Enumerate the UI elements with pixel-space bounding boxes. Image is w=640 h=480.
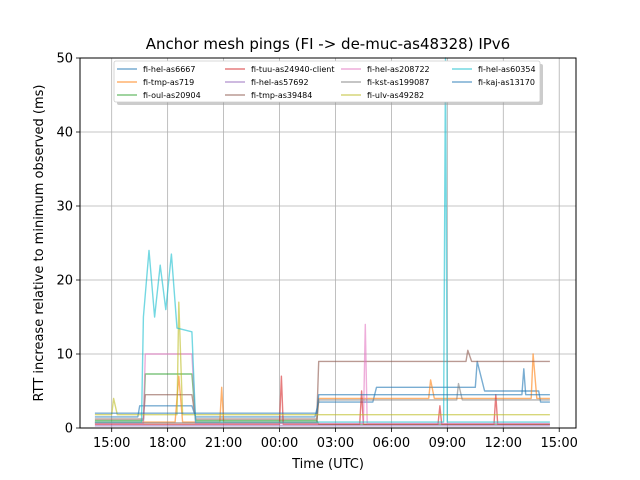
x-tick-label: 18:00 — [149, 436, 186, 451]
y-tick-label: 50 — [56, 52, 73, 67]
legend-label-fi-tuu-as24940-client: fi-tuu-as24940-client — [251, 65, 334, 74]
x-tick-label: 09:00 — [429, 436, 466, 451]
x-axis-title: Time (UTC) — [291, 457, 364, 472]
y-tick-label: 20 — [56, 274, 73, 289]
axis-ticks: 15:00 18:00 21:00 00:00 03:00 06:00 09:00 12:00… — [56, 52, 577, 452]
chart-title: Anchor mesh pings (FI -> de-muc-as48328)… — [146, 35, 510, 53]
y-tick-label: 0 — [65, 422, 73, 437]
legend-label-fi-kst-as199087: fi-kst-as199087 — [367, 78, 429, 87]
legend-label-fi-hel-as57692: fi-hel-as57692 — [251, 78, 309, 87]
series-line-fi-ulv-as49282 — [94, 301, 550, 416]
legend-label-fi-hel-as60354: fi-hel-as60354 — [478, 65, 536, 74]
legend-label-fi-ulv-as49282: fi-ulv-as49282 — [367, 91, 424, 100]
series-line-fi-hel-as208722 — [94, 323, 550, 425]
y-tick-label: 10 — [56, 348, 73, 363]
series-line-fi-hel-as60354 — [94, 57, 550, 423]
x-tick-label: 00:00 — [261, 436, 298, 451]
y-tick-label: 30 — [56, 200, 73, 215]
x-tick-label: 06:00 — [373, 436, 410, 451]
y-tick-label: 40 — [56, 126, 73, 141]
y-axis-title: RTT increase relative to minimum observe… — [32, 85, 47, 402]
legend-label-fi-hel-as6667: fi-hel-as6667 — [143, 65, 195, 74]
series-line-fi-kaj-as13170 — [94, 368, 550, 414]
x-tick-label: 15:00 — [540, 436, 577, 451]
x-tick-label: 12:00 — [485, 436, 522, 451]
legend-label-fi-tmp-as719: fi-tmp-as719 — [143, 78, 194, 87]
legend-label-fi-hel-as208722: fi-hel-as208722 — [367, 65, 430, 74]
legend: fi-hel-as6667 fi-tmp-as719 fi-oul-as20904 f… — [113, 60, 543, 105]
series-lines — [94, 57, 550, 427]
series-line-fi-hel-as6667 — [94, 360, 550, 418]
legend-box — [113, 60, 541, 103]
x-tick-label: 15:00 — [93, 436, 130, 451]
legend-label-fi-tmp-as39484: fi-tmp-as39484 — [251, 91, 312, 100]
legend-label-fi-kaj-as13170: fi-kaj-as13170 — [478, 78, 535, 87]
plot-frame — [79, 57, 577, 429]
x-tick-label: 21:00 — [205, 436, 242, 451]
x-tick-label: 03:00 — [317, 436, 354, 451]
legend-label-fi-oul-as20904: fi-oul-as20904 — [143, 91, 201, 100]
